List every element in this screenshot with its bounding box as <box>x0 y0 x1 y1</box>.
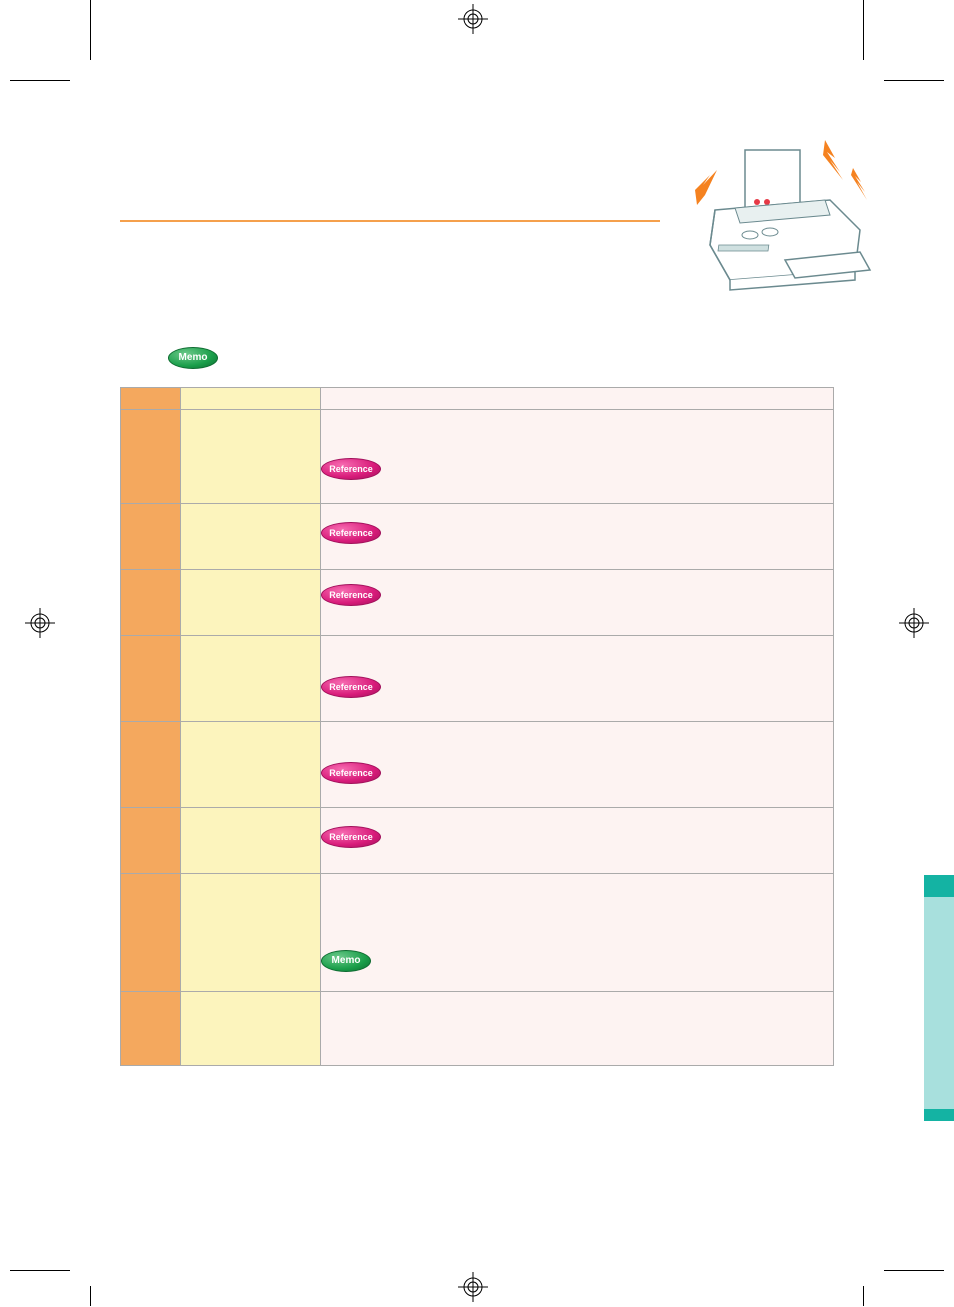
crop-mark <box>10 80 70 81</box>
reference-label: Reference <box>329 465 373 474</box>
header-cell-code <box>121 388 181 410</box>
table-row: Reference <box>121 808 834 874</box>
reference-icon: Reference <box>321 676 381 698</box>
cell-description: Reference <box>321 504 834 570</box>
registration-mark-icon <box>458 1272 488 1302</box>
cell-status <box>181 504 321 570</box>
crop-mark <box>90 0 91 60</box>
crop-mark <box>863 1286 864 1306</box>
cell-description: Memo <box>321 874 834 992</box>
table-row: Reference <box>121 570 834 636</box>
intro-memo-badge: Memo <box>168 347 865 369</box>
cell-code <box>121 636 181 722</box>
memo-label: Memo <box>179 353 208 363</box>
cell-status <box>181 722 321 808</box>
cell-description: Reference <box>321 410 834 504</box>
cell-code <box>121 808 181 874</box>
table-row: Reference <box>121 722 834 808</box>
cell-status <box>181 410 321 504</box>
crop-mark <box>10 1270 70 1271</box>
reference-label: Reference <box>329 683 373 692</box>
crop-mark <box>884 80 944 81</box>
table-row: Reference <box>121 636 834 722</box>
cell-status <box>181 992 321 1066</box>
cell-code <box>121 504 181 570</box>
cell-description: Reference <box>321 722 834 808</box>
cell-status <box>181 570 321 636</box>
crop-mark <box>863 0 864 60</box>
reference-label: Reference <box>329 833 373 842</box>
cell-status <box>181 808 321 874</box>
cell-description <box>321 992 834 1066</box>
registration-mark-icon <box>899 608 929 638</box>
table-header-row <box>121 388 834 410</box>
header-cell-description <box>321 388 834 410</box>
reference-icon: Reference <box>321 762 381 784</box>
error-table: Reference Reference Reference <box>120 387 834 1066</box>
cell-description: Reference <box>321 636 834 722</box>
table-row: Reference <box>121 504 834 570</box>
reference-icon: Reference <box>321 584 381 606</box>
registration-mark-icon <box>458 4 488 34</box>
crop-mark <box>90 1286 91 1306</box>
title-rule <box>120 220 660 222</box>
cell-code <box>121 410 181 504</box>
table-row <box>121 992 834 1066</box>
registration-mark-icon <box>25 608 55 638</box>
cell-code <box>121 992 181 1066</box>
crop-mark <box>884 1270 944 1271</box>
cell-code <box>121 722 181 808</box>
cell-code <box>121 874 181 992</box>
reference-label: Reference <box>329 591 373 600</box>
cell-status <box>181 874 321 992</box>
chapter-tab <box>924 875 954 1121</box>
cell-code <box>121 570 181 636</box>
table-row: Memo <box>121 874 834 992</box>
reference-label: Reference <box>329 529 373 538</box>
memo-icon: Memo <box>168 347 218 369</box>
reference-icon: Reference <box>321 522 381 544</box>
reference-icon: Reference <box>321 826 381 848</box>
reference-icon: Reference <box>321 458 381 480</box>
printer-error-illustration <box>675 130 875 310</box>
cell-status <box>181 636 321 722</box>
memo-icon: Memo <box>321 950 371 972</box>
cell-description: Reference <box>321 808 834 874</box>
header-cell-status <box>181 388 321 410</box>
page-content: Memo Reference Reference <box>120 135 865 1066</box>
cell-description: Reference <box>321 570 834 636</box>
reference-label: Reference <box>329 769 373 778</box>
memo-label: Memo <box>332 956 361 966</box>
table-row: Reference <box>121 410 834 504</box>
